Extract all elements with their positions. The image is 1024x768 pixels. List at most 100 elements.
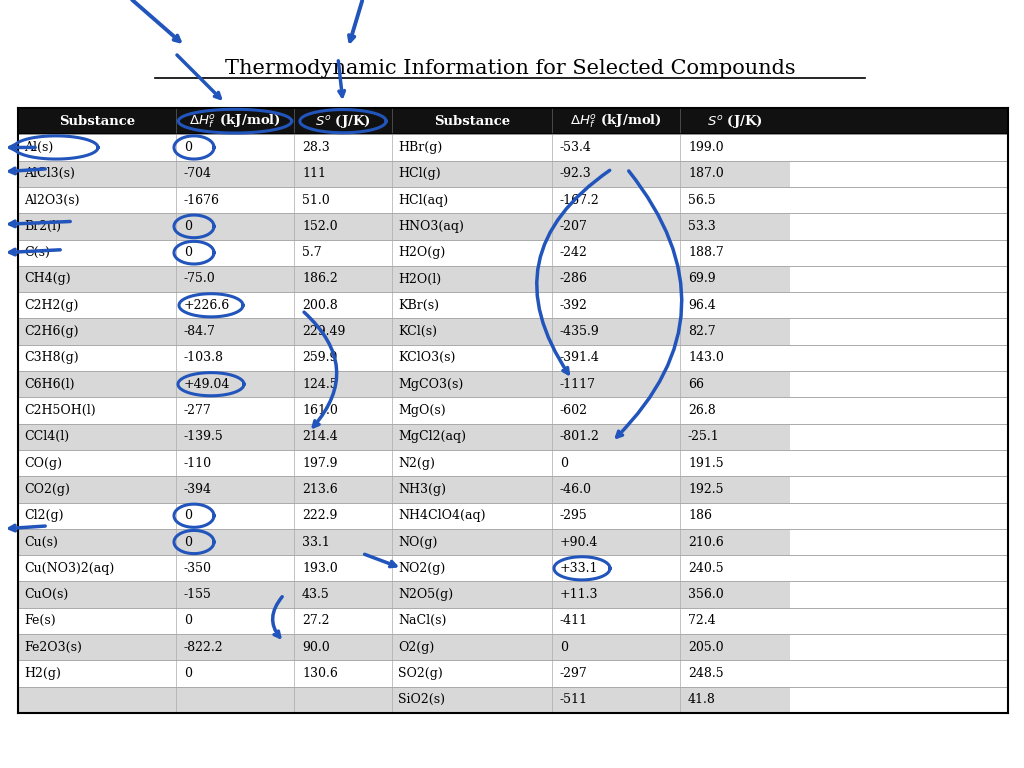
Bar	[552, 424, 680, 450]
Text: 213.6: 213.6	[302, 483, 338, 496]
Bar	[552, 214, 680, 240]
Text: H2O(l): H2O(l)	[398, 273, 441, 286]
Bar	[294, 687, 392, 713]
Bar	[294, 161, 392, 187]
Text: 199.0: 199.0	[688, 141, 724, 154]
Text: 33.1: 33.1	[302, 535, 330, 548]
Text: 0: 0	[184, 220, 193, 233]
Bar	[552, 607, 680, 634]
Text: 197.9: 197.9	[302, 457, 338, 469]
Bar	[552, 240, 680, 266]
Text: 205.0: 205.0	[688, 641, 724, 654]
Bar	[18, 108, 1008, 134]
Bar	[392, 134, 552, 161]
Text: CO(g): CO(g)	[24, 457, 62, 469]
Text: 186.2: 186.2	[302, 273, 338, 286]
Text: 200.8: 200.8	[302, 299, 338, 312]
Text: C6H6(l): C6H6(l)	[24, 378, 75, 391]
Bar	[18, 371, 176, 397]
Text: 356.0: 356.0	[688, 588, 724, 601]
Text: O2(g): O2(g)	[398, 641, 434, 654]
Text: 0: 0	[184, 535, 193, 548]
Text: HBr(g): HBr(g)	[398, 141, 442, 154]
Bar	[18, 292, 176, 319]
Bar	[392, 502, 552, 529]
Bar	[18, 634, 176, 660]
Text: Al2O3(s): Al2O3(s)	[24, 194, 80, 207]
Bar	[176, 187, 294, 214]
Text: NO2(g): NO2(g)	[398, 562, 445, 574]
Bar	[18, 161, 176, 187]
Text: -242: -242	[560, 247, 588, 259]
Text: C2H5OH(l): C2H5OH(l)	[24, 404, 95, 417]
Text: 186: 186	[688, 509, 712, 522]
Text: NH4ClO4(aq): NH4ClO4(aq)	[398, 509, 485, 522]
Bar	[176, 134, 294, 161]
Bar	[552, 581, 680, 607]
Text: 111: 111	[302, 167, 326, 180]
Text: 69.9: 69.9	[688, 273, 716, 286]
Bar	[680, 319, 790, 345]
Bar	[176, 240, 294, 266]
Text: 90.0: 90.0	[302, 641, 330, 654]
Text: 26.8: 26.8	[688, 404, 716, 417]
Text: 124.5: 124.5	[302, 378, 338, 391]
Bar	[294, 476, 392, 502]
Text: 143.0: 143.0	[688, 352, 724, 364]
Bar	[392, 581, 552, 607]
Bar	[294, 555, 392, 581]
Text: $S^o$ (J/K): $S^o$ (J/K)	[708, 113, 763, 130]
Text: MgO(s): MgO(s)	[398, 404, 445, 417]
Text: -801.2: -801.2	[560, 430, 600, 443]
Bar	[176, 292, 294, 319]
Bar	[18, 214, 176, 240]
Bar	[294, 187, 392, 214]
Bar	[392, 292, 552, 319]
Bar	[18, 660, 176, 687]
Text: +49.04: +49.04	[184, 378, 230, 391]
Bar	[552, 529, 680, 555]
Text: HCl(g): HCl(g)	[398, 167, 440, 180]
Text: 82.7: 82.7	[688, 325, 716, 338]
Bar	[294, 214, 392, 240]
Text: Cu(s): Cu(s)	[24, 535, 58, 548]
Bar	[392, 397, 552, 424]
Bar	[176, 660, 294, 687]
Bar	[552, 476, 680, 502]
Bar	[18, 555, 176, 581]
Bar	[552, 187, 680, 214]
Bar	[680, 476, 790, 502]
Text: 41.8: 41.8	[688, 694, 716, 707]
Bar	[18, 345, 176, 371]
Bar	[392, 266, 552, 292]
Bar	[680, 424, 790, 450]
Bar	[680, 581, 790, 607]
Text: +90.4: +90.4	[560, 535, 598, 548]
Text: MgCO3(s): MgCO3(s)	[398, 378, 463, 391]
Text: 0: 0	[184, 509, 193, 522]
Text: -1676: -1676	[184, 194, 220, 207]
Text: -435.9: -435.9	[560, 325, 600, 338]
Bar	[552, 450, 680, 476]
Bar	[680, 187, 790, 214]
Bar	[18, 319, 176, 345]
Bar	[176, 581, 294, 607]
Text: Cl2(g): Cl2(g)	[24, 509, 63, 522]
Bar	[552, 371, 680, 397]
Bar	[176, 424, 294, 450]
Bar	[18, 187, 176, 214]
Bar	[294, 240, 392, 266]
Text: -155: -155	[184, 588, 212, 601]
Text: 193.0: 193.0	[302, 562, 338, 574]
Text: 188.7: 188.7	[688, 247, 724, 259]
Bar	[680, 161, 790, 187]
Bar	[552, 555, 680, 581]
Text: NaCl(s): NaCl(s)	[398, 614, 446, 627]
Text: 259.9: 259.9	[302, 352, 337, 364]
Text: 0: 0	[184, 141, 193, 154]
Bar	[294, 371, 392, 397]
Bar	[18, 502, 176, 529]
Bar	[680, 371, 790, 397]
Bar	[392, 529, 552, 555]
Text: -53.4: -53.4	[560, 141, 592, 154]
